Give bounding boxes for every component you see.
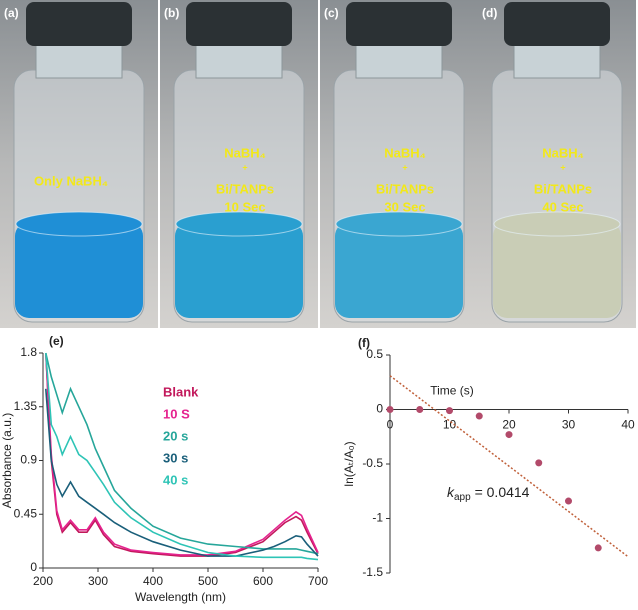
liquid-surface (493, 211, 621, 237)
data-point (446, 407, 453, 415)
y-tick-label: 0.5 (366, 347, 383, 361)
data-point (416, 406, 424, 413)
photo-caption: Only NaBH₄ (34, 173, 108, 188)
annotation: kapp = 0.0414 (447, 484, 530, 503)
x-axis-title: Time (s) (430, 384, 474, 398)
x-tick-label: 500 (198, 574, 218, 588)
photo-caption: Bi/TANPs (376, 181, 434, 196)
photo-caption: Bi/TANPs (534, 181, 592, 196)
photo: (c) NaBH₄ + Bi/TANPs 30 Sec (320, 0, 478, 328)
liquid-surface (335, 211, 463, 237)
photo-caption: 40 Sec (542, 199, 583, 214)
legend-label: Blank (163, 384, 199, 399)
liquid (335, 222, 463, 318)
x-tick-label: 40 (621, 418, 635, 432)
bottle-cap (26, 2, 132, 46)
y-tick-label: 0 (30, 560, 37, 574)
data-point (475, 412, 483, 420)
legend-label: 40 s (163, 472, 188, 487)
photo-caption: 10 Sec (224, 199, 265, 214)
y-tick-label: 1.35 (14, 399, 38, 413)
photo-caption: Bi/TANPs (216, 181, 274, 196)
x-tick-label: 300 (88, 574, 108, 588)
y-axis-title: Absorbance (a.u.) (0, 413, 14, 508)
y-tick-label: 0.45 (14, 506, 38, 520)
photo-caption: + (402, 162, 407, 172)
photo-label: (a) (4, 6, 19, 20)
spectrum-line (45, 352, 319, 556)
spectrum-line (45, 352, 319, 555)
panel-label: (e) (49, 334, 64, 348)
photo-caption: + (560, 162, 565, 172)
photo: (d) NaBH₄ + Bi/TANPs 40 Sec (478, 0, 636, 328)
y-axis-title: ln(Aₜ/A₀) (342, 441, 356, 486)
bottle-cap (346, 2, 452, 46)
annotation-part: = 0.0414 (471, 484, 530, 500)
photo-caption: NaBH₄ (542, 145, 584, 160)
x-tick-label: 700 (308, 574, 328, 588)
legend-label: 30 s (163, 450, 188, 465)
legend-label: 20 s (163, 428, 188, 443)
legend-label: 10 S (163, 406, 190, 421)
photo: (a) Only NaBH₄ (0, 0, 158, 328)
data-point (386, 406, 394, 413)
x-tick-label: 0 (387, 418, 394, 432)
photo-label: (c) (324, 6, 339, 20)
data-point (535, 459, 543, 467)
annotation-part: app (454, 492, 471, 503)
annotation-part: k (447, 484, 455, 500)
liquid-surface (15, 211, 143, 237)
photo-caption: NaBH₄ (384, 145, 426, 160)
y-tick-label: -1 (372, 511, 383, 525)
y-tick-label: 0.9 (20, 453, 37, 467)
x-tick-label: 600 (253, 574, 273, 588)
x-tick-label: 10 (443, 418, 457, 432)
bottle-cap (504, 2, 610, 46)
y-tick-label: -0.5 (362, 456, 383, 470)
x-tick-label: 200 (33, 574, 53, 588)
x-tick-label: 400 (143, 574, 163, 588)
x-axis-title: Wavelength (nm) (135, 590, 226, 604)
liquid (493, 222, 621, 318)
trendline (389, 375, 629, 558)
x-tick-label: 30 (562, 418, 576, 432)
photo-caption: + (242, 162, 247, 172)
x-tick-label: 20 (502, 418, 516, 432)
y-tick-label: 0 (376, 402, 383, 416)
data-point (505, 431, 513, 439)
liquid (15, 222, 143, 318)
photo-caption: NaBH₄ (224, 145, 266, 160)
panel-label: (f) (358, 336, 370, 350)
bottle-cap (186, 2, 292, 46)
spectrum-line (45, 352, 319, 557)
data-point (565, 497, 572, 505)
spectrum-line (45, 352, 319, 561)
photo-caption: 30 Sec (384, 199, 425, 214)
photo-label: (d) (482, 6, 497, 20)
liquid-surface (175, 211, 303, 237)
spectrum-line (45, 388, 319, 557)
photo-label: (b) (164, 6, 179, 20)
y-tick-label: 1.8 (20, 345, 37, 359)
y-tick-label: -1.5 (362, 565, 383, 579)
data-point (594, 544, 602, 552)
liquid (175, 222, 303, 318)
photo: (b) NaBH₄ + Bi/TANPs 10 Sec (160, 0, 318, 328)
